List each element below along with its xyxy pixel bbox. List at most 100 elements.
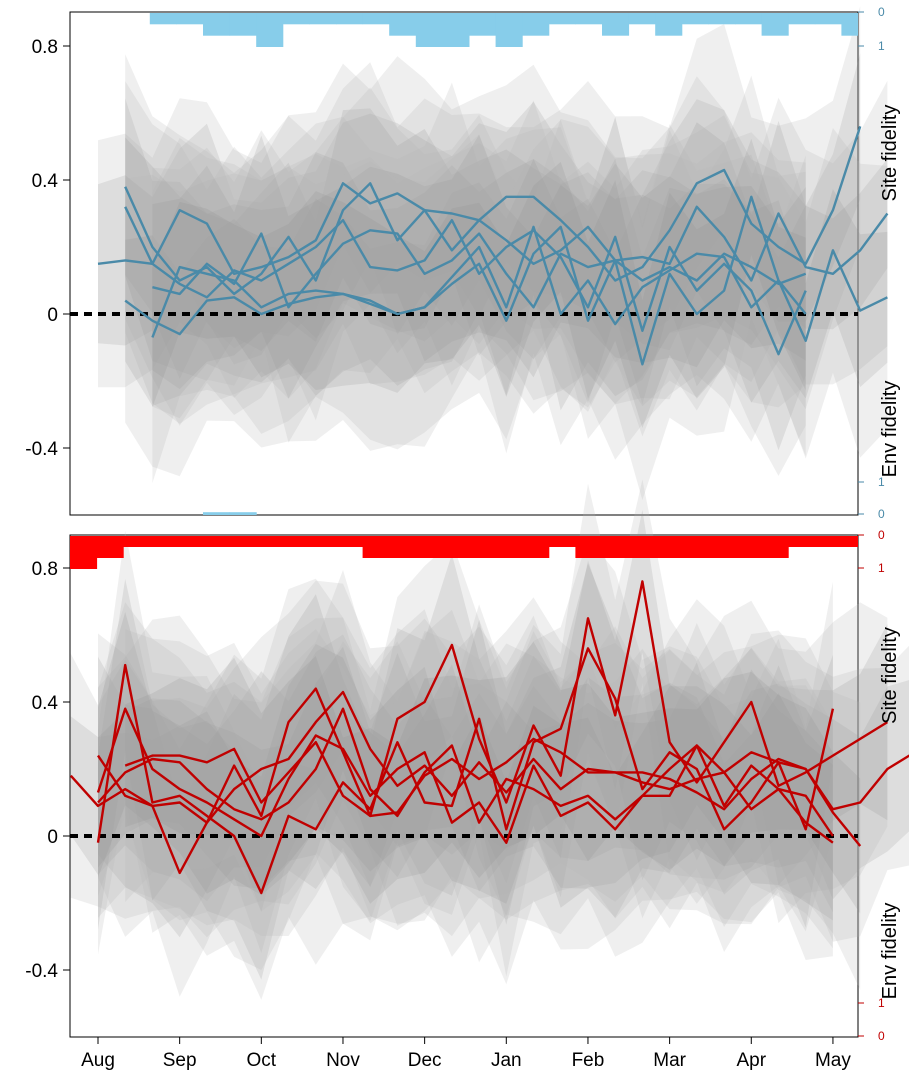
bottom-site-fidelity-bar — [495, 536, 523, 558]
top-site-fidelity-bar — [841, 13, 858, 36]
bottom-site-fidelity-bar — [628, 536, 656, 558]
bottom-right-tick-label: 1 — [878, 996, 885, 1010]
top-y-tick-label: -0.4 — [25, 439, 58, 460]
top-y-tick-label: 0.8 — [32, 37, 58, 58]
bottom-site-fidelity-bar — [389, 536, 417, 558]
top-series-line-5 — [152, 229, 807, 309]
top-site-fidelity-bar — [548, 13, 576, 25]
x-tick-label-mar: Mar — [653, 1050, 686, 1071]
top-site-fidelity-bar — [415, 13, 443, 47]
bottom-site-fidelity-bar — [708, 536, 736, 558]
bottom-site-fidelity-bar — [788, 536, 816, 547]
top-env-fidelity-bar — [229, 512, 257, 515]
bottom-y-tick-label: 0.8 — [32, 559, 58, 580]
bottom-band-2-inner — [98, 510, 888, 938]
top-site-fidelity-bar — [735, 13, 763, 25]
bottom-band-5-outer — [98, 599, 833, 985]
top-right-tick-label: 1 — [878, 475, 885, 489]
bottom-site-fidelity-bar — [841, 536, 858, 547]
bottom-site-fidelity-bar — [96, 536, 124, 558]
top-band-4-inner — [125, 159, 888, 411]
bottom-site-fidelity-bar — [548, 536, 576, 547]
top-site-fidelity-bar — [256, 13, 284, 47]
bottom-right-tick-label: 0 — [878, 528, 885, 542]
top-site-fidelity-bar — [522, 13, 550, 36]
top-site-fidelity-bar — [575, 13, 603, 25]
x-tick-label-sep: Sep — [163, 1050, 197, 1071]
x-tick-label-aug: Aug — [81, 1050, 115, 1071]
top-band-4-outer — [125, 100, 888, 477]
bottom-y-tick-label: -0.4 — [25, 961, 58, 982]
panel-top-site-env-fidelity: 0.8 0.4 0 -0.4 0 1 1 0 Site fidelity Env fidelity — [25, 5, 901, 521]
x-tick-label-oct: Oct — [247, 1050, 277, 1071]
bottom-site-fidelity-bar — [575, 536, 603, 558]
top-site-fidelity-bar — [389, 13, 417, 36]
x-tick-label-nov: Nov — [326, 1050, 360, 1071]
top-site-fidelity-label: Site fidelity — [879, 105, 901, 202]
top-site-fidelity-bar — [176, 13, 204, 25]
bottom-site-fidelity-bar — [442, 536, 470, 558]
bottom-site-fidelity-bar — [814, 536, 842, 547]
bottom-series-lines — [69, 580, 909, 895]
bottom-site-fidelity-bar — [149, 536, 177, 547]
top-env-fidelity-label: Env fidelity — [879, 381, 901, 478]
top-site-fidelity-bar — [309, 13, 337, 25]
top-site-fidelity-bar — [602, 13, 630, 36]
bottom-site-fidelity-bar — [681, 536, 709, 558]
bottom-plot-frame — [69, 534, 859, 1038]
top-band-3-outer — [125, 81, 806, 476]
bottom-y-tick-label: 0.4 — [32, 693, 59, 714]
top-site-fidelity-bar — [814, 13, 842, 25]
bottom-band-3-inner — [98, 563, 833, 980]
top-band-6-inner — [152, 138, 806, 429]
top-site-fidelity-bar — [203, 13, 231, 36]
top-band-3-inner — [125, 137, 806, 451]
x-tick-label-dec: Dec — [408, 1050, 442, 1071]
top-site-fidelity-bar — [761, 13, 789, 36]
bottom-right-tick-label: 0 — [878, 1029, 885, 1043]
top-fidelity-bars — [149, 13, 858, 515]
top-series-line-2 — [124, 182, 889, 296]
x-axis: Aug Sep Oct Nov Dec Jan Feb Mar Apr May — [81, 1037, 851, 1071]
top-env-fidelity-bar — [203, 512, 231, 515]
top-site-fidelity-bar — [655, 13, 683, 36]
top-band-1-inner — [98, 53, 861, 363]
top-series-line-4 — [124, 225, 888, 342]
bottom-right-tick-label: 1 — [878, 561, 885, 575]
top-y-tick-label: 0 — [47, 305, 58, 326]
x-tick-label-jan: Jan — [491, 1050, 522, 1071]
top-band-5-inner — [152, 134, 806, 399]
top-site-fidelity-bar — [282, 13, 310, 25]
x-tick-label-apr: Apr — [736, 1050, 766, 1071]
bottom-env-fidelity-label: Env fidelity — [879, 903, 901, 1000]
top-series-line-6 — [151, 195, 807, 366]
bottom-site-fidelity-bar — [761, 536, 789, 558]
top-band-2-inner — [125, 98, 888, 379]
bottom-site-fidelity-bar — [602, 536, 630, 558]
bottom-site-fidelity-bar — [336, 536, 364, 547]
top-site-fidelity-bar — [149, 13, 177, 25]
top-site-fidelity-bar — [469, 13, 497, 36]
top-site-fidelity-bar — [788, 13, 816, 25]
bottom-site-fidelity-bar — [362, 536, 390, 558]
top-right-tick-label: 1 — [878, 39, 885, 53]
bottom-confidence-bands — [70, 479, 909, 1000]
bottom-site-fidelity-bar — [655, 536, 683, 558]
top-right-tick-label: 0 — [878, 507, 885, 521]
bottom-site-fidelity-label: Site fidelity — [879, 627, 901, 724]
bottom-site-fidelity-bar — [256, 536, 284, 547]
top-right-tick-label: 0 — [878, 5, 885, 19]
top-site-fidelity-bar — [708, 13, 736, 25]
bottom-site-fidelity-bar — [176, 536, 204, 547]
top-band-6-outer — [152, 75, 806, 501]
bottom-site-fidelity-bar — [469, 536, 497, 558]
top-site-fidelity-bar — [681, 13, 709, 25]
top-site-fidelity-bar — [628, 13, 656, 25]
top-site-fidelity-bar — [336, 13, 364, 25]
x-tick-label-may: May — [815, 1050, 851, 1071]
bottom-site-fidelity-bar — [282, 536, 310, 547]
top-site-fidelity-bar — [442, 13, 470, 47]
bottom-site-fidelity-bar — [70, 536, 98, 569]
bottom-site-fidelity-bar — [415, 536, 443, 558]
bottom-series-line-5 — [96, 707, 834, 844]
